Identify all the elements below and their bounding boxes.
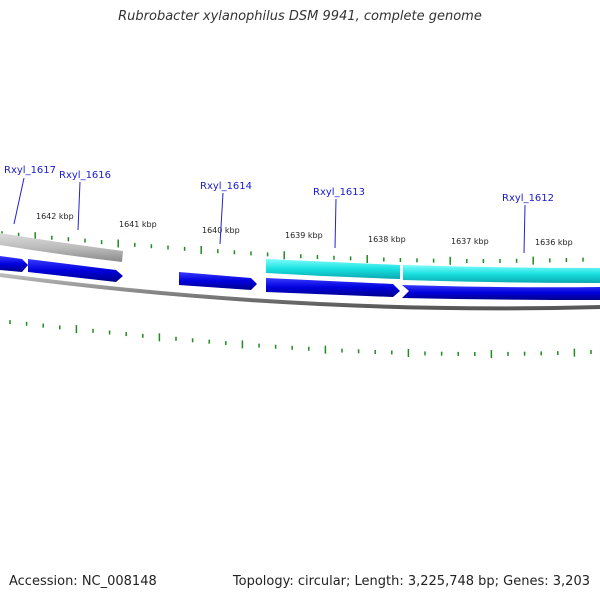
map-title: Rubrobacter xylanophilus DSM 9941, compl… [118, 9, 482, 24]
cds-arrow-rxyl-1617[interactable] [0, 256, 28, 272]
feature-cyan-rxyl-1613[interactable] [266, 259, 400, 279]
cds-arrow-rxyl-1616[interactable] [28, 259, 123, 282]
scale-label-1641: 1641 kbp [119, 220, 157, 229]
gene-label-rxyl-1614[interactable]: Rxyl_1614 [200, 181, 252, 192]
gene-label-rxyl-1617[interactable]: Rxyl_1617 [4, 165, 56, 176]
gene-label-leaders [13, 177, 526, 254]
accession-text: Accession: NC_008148 [9, 574, 157, 589]
gene-labels: Rxyl_1617 Rxyl_1616 Rxyl_1614 Rxyl_1613 … [4, 165, 554, 204]
gene-label-rxyl-1613[interactable]: Rxyl_1613 [313, 187, 365, 198]
leader-line-rxyl-1614 [219, 192, 224, 245]
genome-backbone [0, 273, 600, 311]
leader-line-rxyl-1617 [13, 177, 25, 225]
cds-arrow-rxyl-1613[interactable] [266, 278, 400, 297]
scale-label-1642: 1642 kbp [36, 212, 74, 221]
scale-label-1638: 1638 kbp [368, 235, 406, 244]
outer-tick-row [1, 231, 584, 265]
leader-line-rxyl-1613 [334, 198, 337, 249]
gene-label-rxyl-1612[interactable]: Rxyl_1612 [502, 193, 554, 204]
leader-line-rxyl-1616 [77, 181, 81, 231]
gene-label-rxyl-1616[interactable]: Rxyl_1616 [59, 170, 111, 181]
cds-arrow-rxyl-1614[interactable] [179, 272, 257, 290]
genome-summary-text: Topology: circular; Length: 3,225,748 bp… [232, 574, 590, 589]
inner-tick-row [9, 320, 592, 358]
feature-grey-pseudo[interactable] [0, 233, 123, 262]
scale-labels: 1642 kbp 1641 kbp 1640 kbp 1639 kbp 1638… [36, 212, 573, 247]
scale-label-1636: 1636 kbp [535, 238, 573, 247]
scale-label-1639: 1639 kbp [285, 231, 323, 240]
scale-label-1637: 1637 kbp [451, 237, 489, 246]
cds-arrow-rxyl-1612[interactable] [402, 285, 600, 300]
leader-line-rxyl-1612 [523, 204, 526, 254]
feature-cyan-rxyl-1612[interactable] [403, 265, 600, 283]
